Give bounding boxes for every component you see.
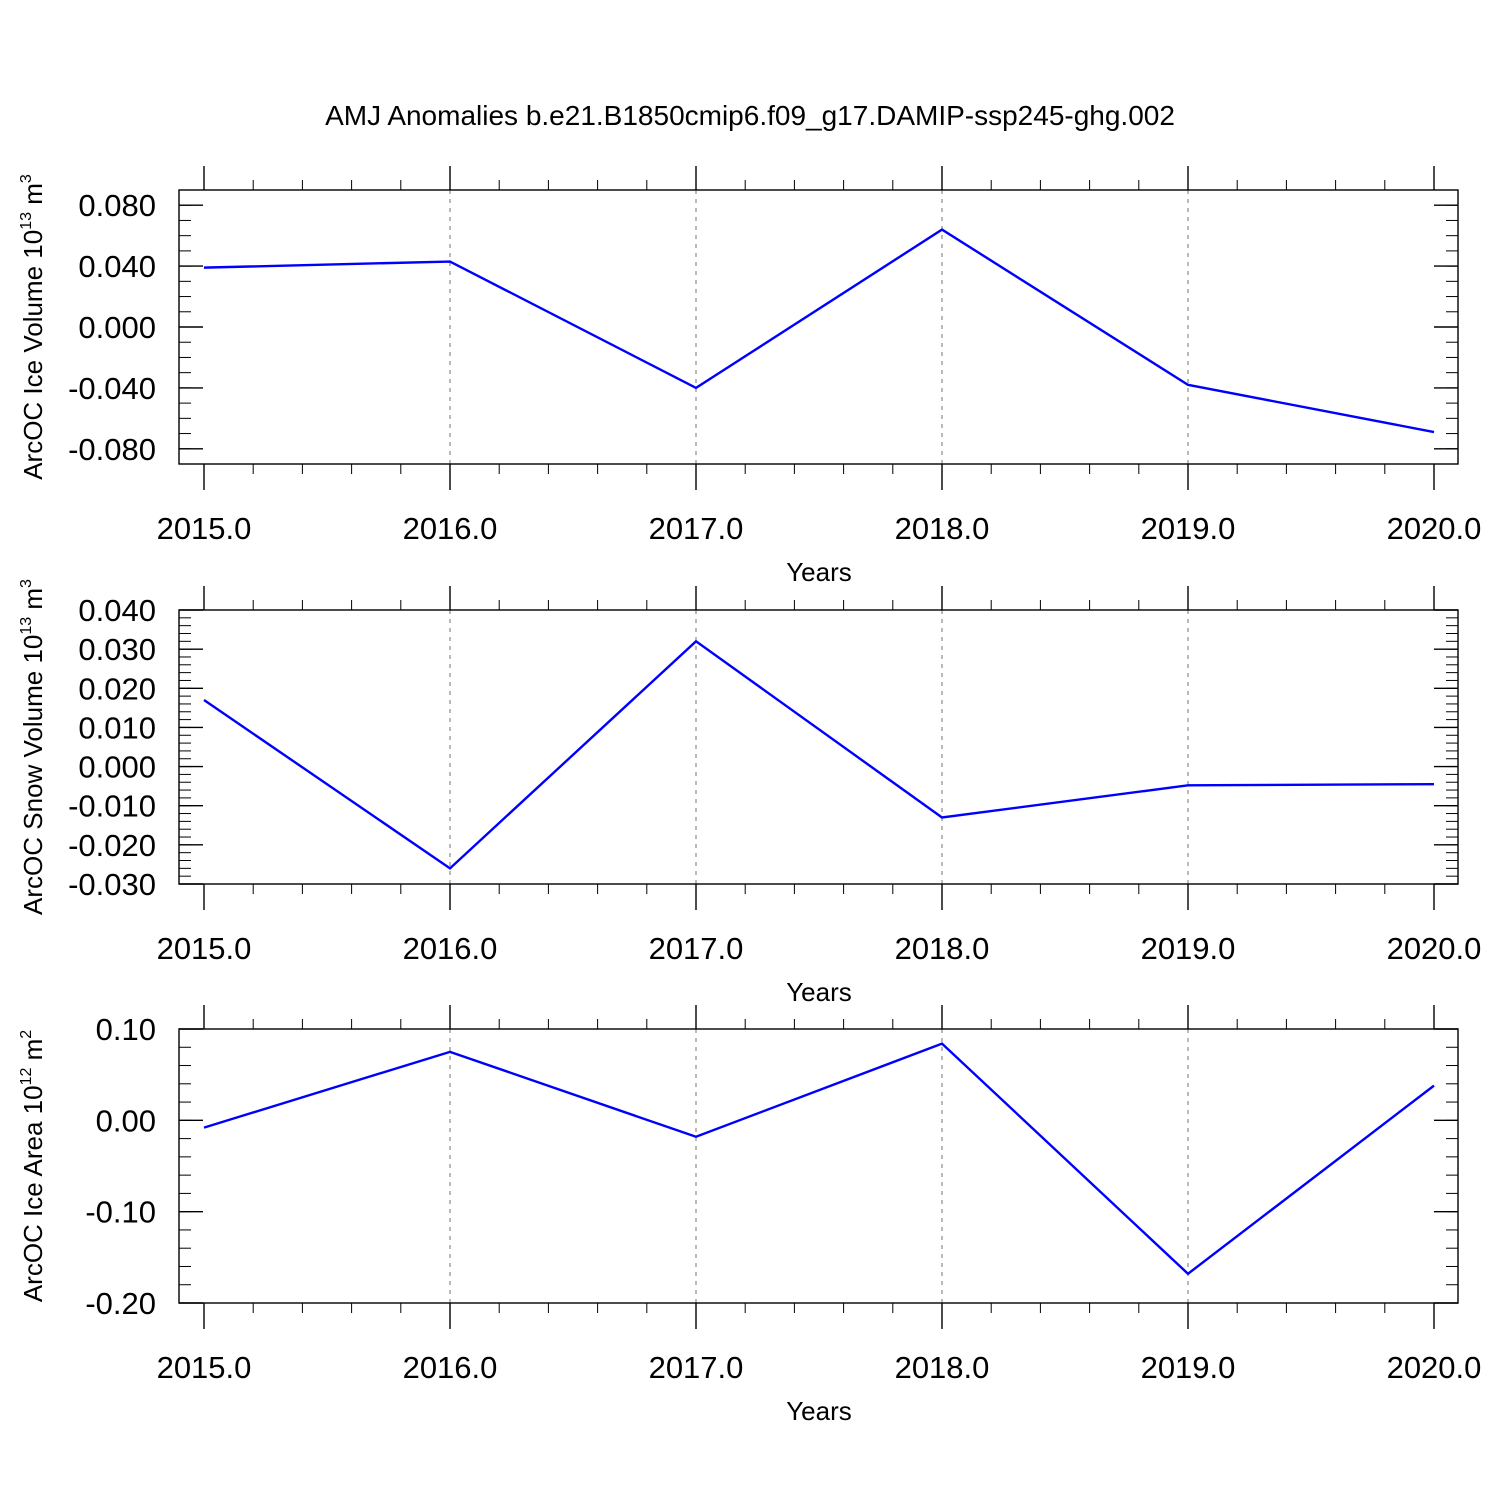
- panel-2: 0.040 0.030 0.020 0.010 0.000 -0.010 -0.020 -0.…: [18, 579, 1481, 1007]
- y-tick-label: -0.040: [68, 371, 156, 406]
- x-axis-label: Years: [786, 1396, 852, 1426]
- y-tick-label: -0.010: [68, 789, 156, 824]
- plot-frame: [178, 189, 1459, 465]
- y-tick-label: 0.040: [78, 593, 156, 628]
- y-tick-label: -0.080: [68, 432, 156, 467]
- x-tick-label: 2016.0: [403, 1350, 498, 1385]
- x-axis-label: Years: [786, 977, 852, 1007]
- x-tick-label: 2016.0: [403, 511, 498, 546]
- x-tick-label: 2017.0: [649, 1350, 744, 1385]
- x-tick-label: 2018.0: [895, 511, 990, 546]
- series-line-1: [203, 1042, 1435, 1276]
- x-tick-label: 2020.0: [1387, 931, 1482, 966]
- y-tick-label: 0.030: [78, 632, 156, 667]
- x-tick-label: 2015.0: [157, 931, 252, 966]
- y-tick-label: 0.020: [78, 671, 156, 706]
- x-tick-label: 2016.0: [403, 931, 498, 966]
- x-tick-label: 2019.0: [1141, 511, 1236, 546]
- series-line-1: [203, 639, 1435, 870]
- y-tick-label: 0.040: [78, 249, 156, 284]
- y-axis-label: ArcOC Ice Volume 1013 m3: [18, 174, 48, 480]
- series-line-1: [203, 228, 1435, 434]
- panel-1: 0.080 0.040 0.000 -0.040 -0.080 2015.0 2016.0 2…: [18, 166, 1481, 587]
- y-tick-label: 0.00: [96, 1103, 156, 1138]
- panels: 0.080 0.040 0.000 -0.040 -0.080 2015.0 2016.0 2…: [18, 166, 1481, 1426]
- y-tick-label: -0.10: [85, 1195, 156, 1230]
- x-tick-label: 2019.0: [1141, 931, 1236, 966]
- x-tick-label: 2017.0: [649, 931, 744, 966]
- plot-frame: [178, 1028, 1459, 1304]
- x-tick-label: 2020.0: [1387, 511, 1482, 546]
- y-axis-label: ArcOC Ice Area 1012 m2: [18, 1030, 48, 1302]
- figure-title: AMJ Anomalies b.e21.B1850cmip6.f09_g17.D…: [325, 100, 1175, 131]
- y-tick-label: 0.000: [78, 310, 156, 345]
- x-tick-label: 2018.0: [895, 931, 990, 966]
- x-tick-label: 2020.0: [1387, 1350, 1482, 1385]
- y-tick-label: 0.010: [78, 710, 156, 745]
- y-axis-label: ArcOC Snow Volume 1013 m3: [18, 579, 48, 915]
- y-tick-label: 0.000: [78, 750, 156, 785]
- y-tick-label: 0.080: [78, 188, 156, 223]
- y-tick-label: -0.030: [68, 867, 156, 902]
- x-axis-label: Years: [786, 557, 852, 587]
- plot-frame: [178, 609, 1459, 885]
- y-tick-label: 0.10: [96, 1012, 156, 1047]
- x-tick-label: 2015.0: [157, 511, 252, 546]
- x-tick-label: 2018.0: [895, 1350, 990, 1385]
- x-tick-label: 2017.0: [649, 511, 744, 546]
- y-tick-label: -0.20: [85, 1286, 156, 1321]
- x-tick-label: 2015.0: [157, 1350, 252, 1385]
- y-tick-label: -0.020: [68, 828, 156, 863]
- x-tick-label: 2019.0: [1141, 1350, 1236, 1385]
